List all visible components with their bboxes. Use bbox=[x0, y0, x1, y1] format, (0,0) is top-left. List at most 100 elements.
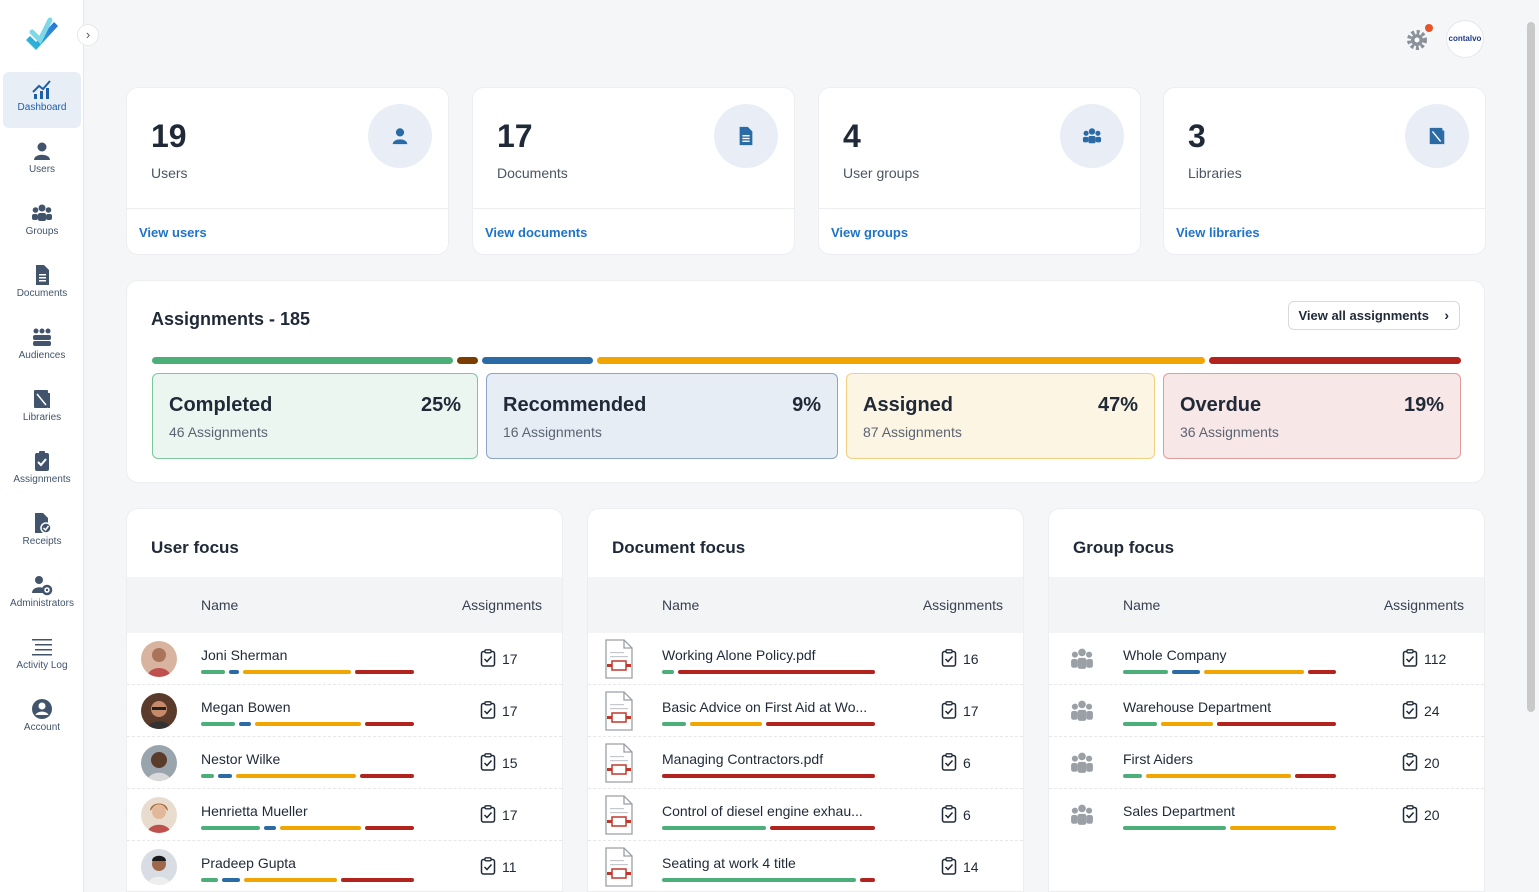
column-name[interactable]: Name bbox=[662, 597, 700, 613]
sidebar-item-administrators[interactable]: Administrators bbox=[3, 568, 81, 624]
clipboard-check-icon bbox=[35, 451, 49, 471]
table-row[interactable]: First Aiders 20 bbox=[1049, 737, 1484, 789]
row-count: 11 bbox=[502, 859, 517, 875]
row-count: 6 bbox=[963, 755, 971, 771]
row-progress bbox=[662, 878, 875, 882]
table-row[interactable]: Pradeep Gupta 11 bbox=[127, 841, 562, 891]
column-name[interactable]: Name bbox=[1123, 597, 1161, 613]
stat-icon-badge bbox=[1060, 104, 1124, 168]
progress-segment-overdue bbox=[1209, 357, 1461, 364]
view-groups-link[interactable]: View groups bbox=[831, 225, 909, 240]
clipboard-check-icon bbox=[1402, 753, 1418, 771]
groups-icon bbox=[1071, 752, 1093, 773]
table-row[interactable]: Joni Sherman 17 bbox=[127, 633, 562, 685]
view-documents-link[interactable]: View documents bbox=[485, 225, 588, 240]
status-card-recommended[interactable]: Recommended 9% 16 Assignments bbox=[486, 373, 838, 459]
table-row[interactable]: Seating at work 4 title 14 bbox=[588, 841, 1023, 891]
avatar bbox=[141, 745, 177, 781]
status-percent: 19% bbox=[1403, 394, 1444, 416]
clipboard-check-icon bbox=[1402, 805, 1418, 823]
column-assignments[interactable]: Assignments bbox=[922, 597, 1003, 613]
sidebar-item-receipts[interactable]: Receipts bbox=[3, 506, 81, 562]
table-row[interactable]: Managing Contractors.pdf 6 bbox=[588, 737, 1023, 789]
clipboard-check-icon bbox=[1402, 649, 1418, 667]
table-row[interactable]: Megan Bowen 17 bbox=[127, 685, 562, 737]
status-card-assigned[interactable]: Assigned 47% 87 Assignments bbox=[846, 373, 1155, 459]
table-row[interactable]: Henrietta Mueller 17 bbox=[127, 789, 562, 841]
view-libraries-link[interactable]: View libraries bbox=[1176, 225, 1260, 240]
table-row[interactable]: Whole Company 112 bbox=[1049, 633, 1484, 685]
table-row[interactable]: Basic Advice on First Aid at Wo... 17 bbox=[588, 685, 1023, 737]
clipboard-check-icon bbox=[480, 805, 496, 823]
table-row[interactable]: Working Alone Policy.pdf 16 bbox=[588, 633, 1023, 685]
table-row[interactable]: Control of diesel engine exhau... 6 bbox=[588, 789, 1023, 841]
table-row[interactable]: Nestor Wilke 15 bbox=[127, 737, 562, 789]
stat-label: User groups bbox=[843, 165, 920, 181]
clipboard-check-icon bbox=[480, 701, 496, 719]
sidebar-item-account[interactable]: Account bbox=[3, 692, 81, 748]
row-count: 17 bbox=[502, 807, 518, 823]
settings-gear-icon[interactable] bbox=[1405, 28, 1429, 52]
sidebar-item-label: Account bbox=[23, 722, 61, 733]
view-all-assignments-button[interactable]: View all assignments › bbox=[1288, 301, 1460, 330]
pdf-file-icon bbox=[605, 795, 633, 835]
status-card-completed[interactable]: Completed 25% 46 Assignments bbox=[152, 373, 478, 459]
divider bbox=[1164, 208, 1485, 209]
groups-icon bbox=[1082, 128, 1102, 144]
table-row[interactable]: Sales Department 20 bbox=[1049, 789, 1484, 841]
account-circle-icon bbox=[32, 699, 52, 719]
row-progress bbox=[1123, 670, 1336, 674]
group-focus-title: Group focus bbox=[1073, 538, 1175, 557]
app-logo-icon[interactable] bbox=[22, 16, 62, 56]
column-assignments[interactable]: Assignments bbox=[461, 597, 542, 613]
sidebar-item-label: Dashboard bbox=[17, 102, 67, 113]
stat-card-groups: 4 User groups View groups bbox=[818, 87, 1141, 255]
assignments-title: Assignments - 185 bbox=[151, 309, 311, 329]
sidebar-item-label: Groups bbox=[25, 226, 59, 237]
status-count: 16 Assignments bbox=[503, 424, 602, 440]
row-name: Basic Advice on First Aid at Wo... bbox=[662, 699, 868, 715]
table-row[interactable]: Warehouse Department 24 bbox=[1049, 685, 1484, 737]
user-icon bbox=[34, 142, 50, 160]
sidebar-item-dashboard[interactable]: Dashboard bbox=[3, 72, 81, 128]
stat-card-documents: 17 Documents View documents bbox=[472, 87, 795, 255]
sidebar-item-assignments[interactable]: Assignments bbox=[3, 444, 81, 500]
status-count: 87 Assignments bbox=[863, 424, 962, 440]
sidebar-item-users[interactable]: Users bbox=[3, 134, 81, 190]
sidebar-item-label: Assignments bbox=[13, 474, 71, 485]
pdf-file-icon bbox=[605, 639, 633, 679]
clipboard-check-icon bbox=[941, 805, 957, 823]
status-card-overdue[interactable]: Overdue 19% 36 Assignments bbox=[1163, 373, 1461, 459]
row-progress bbox=[662, 722, 875, 726]
column-name[interactable]: Name bbox=[201, 597, 239, 613]
stat-icon-badge bbox=[714, 104, 778, 168]
sidebar-item-libraries[interactable]: Libraries bbox=[3, 382, 81, 438]
account-avatar[interactable]: contalvo bbox=[1446, 20, 1484, 58]
progress-segment-completed bbox=[152, 357, 453, 364]
sidebar-item-label: Receipts bbox=[22, 536, 62, 547]
library-icon bbox=[34, 390, 50, 408]
sidebar-item-groups[interactable]: Groups bbox=[3, 196, 81, 252]
groups-icon bbox=[1071, 700, 1093, 721]
status-count: 46 Assignments bbox=[169, 424, 268, 440]
document-focus-title: Document focus bbox=[612, 538, 746, 557]
status-name: Overdue bbox=[1180, 394, 1262, 416]
row-progress bbox=[201, 670, 414, 674]
row-count: 17 bbox=[963, 703, 979, 719]
divider bbox=[473, 208, 794, 209]
clipboard-check-icon bbox=[941, 857, 957, 875]
scrollbar[interactable] bbox=[1527, 22, 1535, 712]
table-header: Name Assignments bbox=[127, 577, 562, 633]
sidebar-item-audiences[interactable]: Audiences bbox=[3, 320, 81, 376]
sidebar-item-documents[interactable]: Documents bbox=[3, 258, 81, 314]
row-progress bbox=[201, 722, 414, 726]
column-assignments[interactable]: Assignments bbox=[1383, 597, 1464, 613]
document-icon bbox=[739, 126, 753, 146]
row-name: Warehouse Department bbox=[1123, 699, 1272, 715]
row-name: Henrietta Mueller bbox=[201, 803, 308, 819]
sidebar-collapse-chevron-icon[interactable]: › bbox=[77, 24, 99, 46]
view-users-link[interactable]: View users bbox=[139, 225, 207, 240]
row-progress bbox=[201, 826, 414, 830]
sidebar-item-activity-log[interactable]: Activity Log bbox=[3, 630, 81, 686]
row-name: Nestor Wilke bbox=[201, 751, 281, 767]
